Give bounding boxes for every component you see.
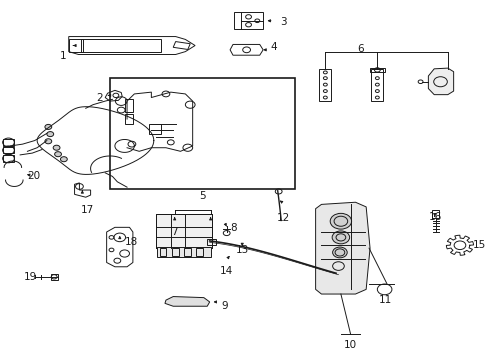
Polygon shape [428, 68, 454, 95]
Text: 2: 2 [96, 93, 103, 103]
Circle shape [45, 125, 52, 130]
Bar [157, 247, 211, 257]
Bar [207, 239, 216, 244]
Polygon shape [316, 202, 370, 294]
Bar [196, 248, 203, 256]
Circle shape [45, 139, 52, 144]
Text: 1: 1 [60, 51, 66, 61]
Text: 12: 12 [277, 213, 290, 222]
Bar [69, 39, 83, 52]
Bar [156, 214, 212, 248]
Circle shape [53, 145, 60, 150]
Text: 20: 20 [27, 171, 41, 181]
Bar [3, 155, 14, 162]
Text: 9: 9 [222, 301, 228, 311]
Bar [3, 147, 14, 153]
Text: 11: 11 [379, 295, 392, 305]
Bar [81, 40, 161, 51]
Text: 10: 10 [344, 339, 357, 350]
Bar [124, 99, 133, 112]
Text: 18: 18 [124, 237, 138, 247]
Text: 19: 19 [24, 272, 37, 282]
Text: 13: 13 [236, 244, 249, 255]
Bar [110, 78, 294, 189]
Bar [371, 69, 383, 101]
Bar [234, 12, 263, 30]
Text: 7: 7 [172, 226, 178, 237]
Circle shape [330, 213, 352, 229]
Text: 3: 3 [280, 17, 287, 27]
Text: 16: 16 [429, 212, 442, 222]
Circle shape [55, 152, 61, 157]
Text: 17: 17 [80, 205, 94, 215]
Circle shape [332, 231, 350, 244]
Bar [184, 248, 191, 256]
Text: 14: 14 [220, 266, 233, 276]
Bar [319, 69, 331, 101]
Bar [370, 68, 385, 72]
Circle shape [333, 247, 347, 258]
Bar [156, 214, 212, 248]
Text: 8: 8 [230, 223, 237, 233]
Text: 4: 4 [270, 42, 277, 52]
Bar [432, 211, 439, 218]
Bar [3, 139, 14, 145]
Bar [160, 248, 167, 256]
Polygon shape [165, 297, 210, 306]
Circle shape [60, 157, 67, 162]
Bar [51, 274, 58, 280]
Text: 15: 15 [473, 239, 487, 249]
Bar [124, 114, 133, 125]
Circle shape [47, 132, 54, 136]
Text: 6: 6 [357, 44, 364, 54]
Text: 5: 5 [199, 192, 206, 202]
Bar [172, 248, 178, 256]
